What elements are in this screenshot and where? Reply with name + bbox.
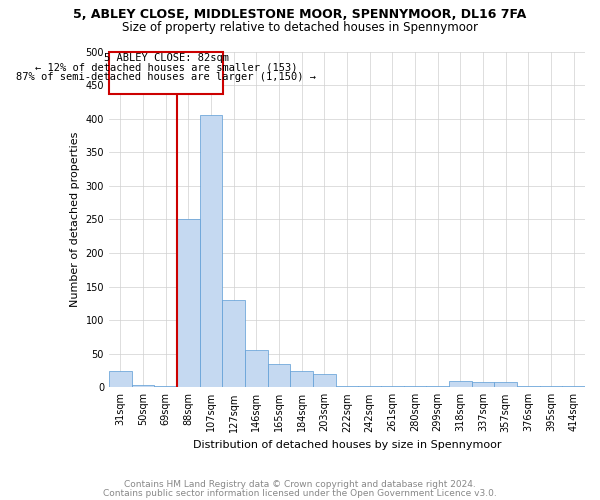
Bar [268,364,290,388]
Bar [154,386,177,388]
Bar [177,220,200,388]
Bar [562,386,585,388]
Text: ← 12% of detached houses are smaller (153): ← 12% of detached houses are smaller (15… [35,62,298,72]
Bar [290,370,313,388]
X-axis label: Distribution of detached houses by size in Spennymoor: Distribution of detached houses by size … [193,440,501,450]
Bar [109,52,223,94]
Bar [222,300,245,388]
Bar [539,386,562,388]
Text: 87% of semi-detached houses are larger (1,150) →: 87% of semi-detached houses are larger (… [16,72,316,82]
Bar [109,370,131,388]
Text: Size of property relative to detached houses in Spennymoor: Size of property relative to detached ho… [122,21,478,34]
Bar [517,386,539,388]
Bar [449,380,472,388]
Y-axis label: Number of detached properties: Number of detached properties [70,132,80,307]
Bar [131,386,154,388]
Bar [245,350,268,388]
Bar [426,386,449,388]
Text: Contains HM Land Registry data © Crown copyright and database right 2024.: Contains HM Land Registry data © Crown c… [124,480,476,489]
Bar [494,382,517,388]
Bar [358,386,381,388]
Text: Contains public sector information licensed under the Open Government Licence v3: Contains public sector information licen… [103,488,497,498]
Bar [313,374,335,388]
Bar [381,386,404,388]
Bar [472,382,494,388]
Bar [404,386,426,388]
Text: 5, ABLEY CLOSE, MIDDLESTONE MOOR, SPENNYMOOR, DL16 7FA: 5, ABLEY CLOSE, MIDDLESTONE MOOR, SPENNY… [73,8,527,20]
Bar [335,386,358,388]
Bar [200,116,222,388]
Text: 5 ABLEY CLOSE: 82sqm: 5 ABLEY CLOSE: 82sqm [104,53,229,63]
